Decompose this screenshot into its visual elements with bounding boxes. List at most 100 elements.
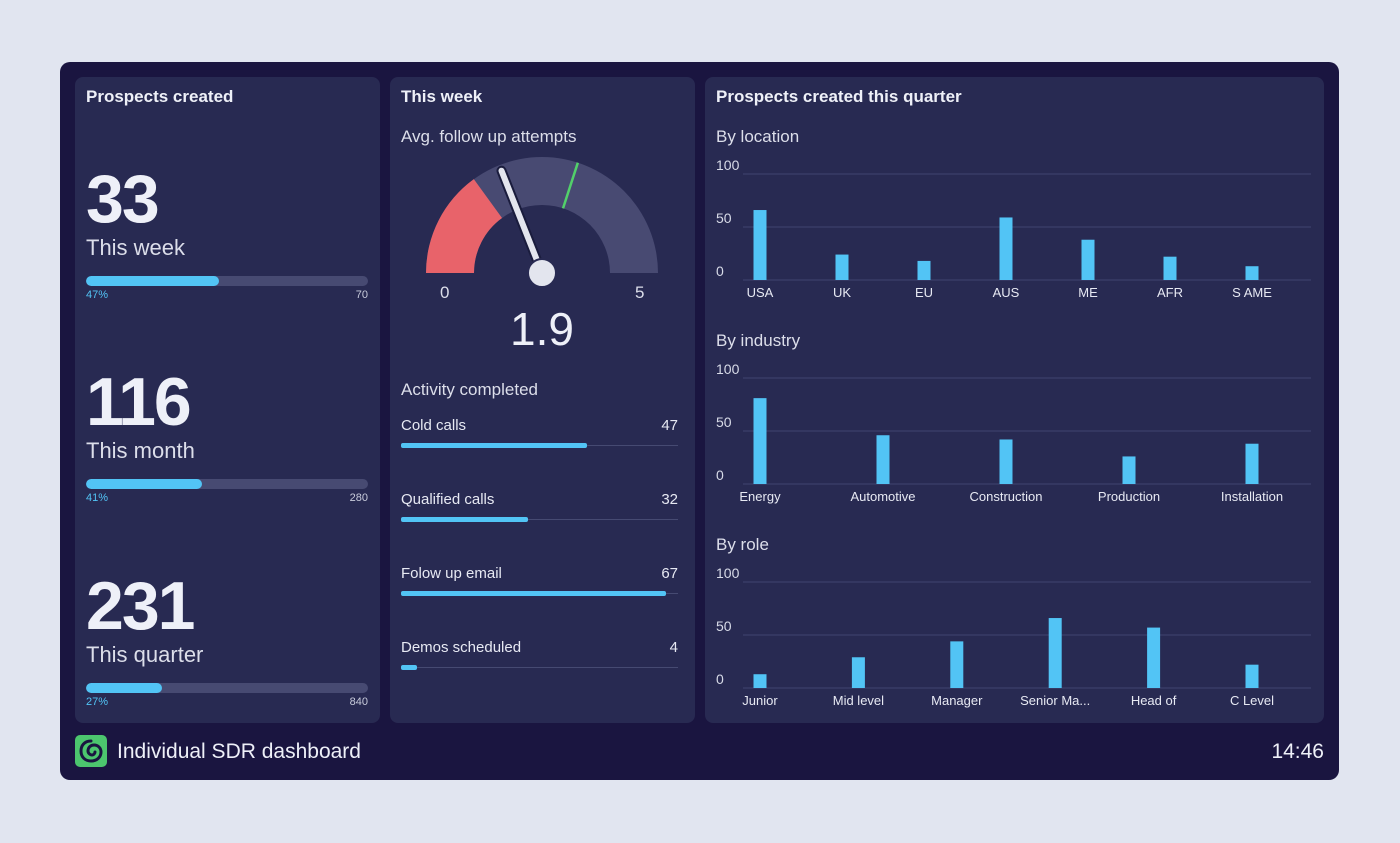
gauge-max-label: 5: [635, 283, 645, 302]
swirl-logo-icon: [79, 739, 103, 763]
bar: [1163, 256, 1177, 280]
chart-title-role: By role: [716, 535, 769, 554]
progress-max: 280: [349, 492, 368, 504]
role-bar-chart: 0 50 100 Junior Mid level Manager Senior Ma...…: [716, 565, 1311, 708]
stat-label: This month: [86, 438, 195, 463]
activity-track: [401, 519, 678, 520]
y-tick-label: 50: [716, 414, 732, 430]
activity-bar: [401, 591, 667, 596]
activity-row-qualified-calls: Qualified calls 32: [401, 491, 678, 525]
x-tick-label: USA: [747, 285, 774, 300]
x-tick-label: AFR: [1157, 285, 1183, 300]
clock: 14:46: [1271, 740, 1324, 763]
gauge-value: 1.9: [510, 303, 574, 355]
activity-track: [401, 667, 678, 668]
bar: [1147, 627, 1161, 688]
prospects-created-panel: Prospects created 33 This week 47% 70 11…: [75, 77, 380, 723]
bar: [835, 254, 849, 280]
gauge-hub: [527, 258, 557, 288]
stat-value: 33: [86, 161, 160, 237]
stat-value: 231: [86, 568, 195, 644]
bar: [851, 657, 865, 688]
bar: [753, 210, 767, 280]
quarter-charts-panel: Prospects created this quarter By locati…: [705, 77, 1324, 723]
x-tick-label: Manager: [931, 693, 983, 708]
y-tick-label: 100: [716, 157, 740, 173]
x-tick-label: Mid level: [833, 693, 884, 708]
x-tick-label: EU: [915, 285, 933, 300]
activity-label: Qualified calls: [401, 491, 495, 508]
activity-value: 32: [661, 491, 678, 508]
progress-fill: [86, 479, 202, 489]
dashboard-frame: Prospects created 33 This week 47% 70 11…: [60, 62, 1339, 780]
activity-label: Demos scheduled: [401, 639, 522, 656]
activity-bar: [401, 517, 528, 522]
y-tick-label: 0: [716, 263, 724, 279]
x-tick-label: Head of: [1131, 693, 1177, 708]
bar: [1081, 239, 1095, 280]
chart-title-industry: By industry: [716, 331, 801, 350]
gauge-track: [426, 157, 658, 273]
bar: [753, 674, 767, 688]
panel-title: Prospects created this quarter: [716, 87, 962, 106]
bar: [1122, 456, 1136, 484]
x-tick-label: ME: [1078, 285, 1098, 300]
this-week-panel: This week Avg. follow up attempts 0 5 1.…: [390, 77, 695, 723]
bar: [917, 260, 931, 280]
gauge-title: Avg. follow up attempts: [401, 127, 577, 146]
activity-value: 47: [661, 417, 678, 434]
progress-bar: [86, 683, 368, 693]
x-tick-label: Energy: [739, 489, 781, 504]
bar: [1048, 618, 1062, 688]
gauge-needle: [498, 167, 545, 276]
activity-bar: [401, 443, 587, 448]
gauge-min-label: 0: [440, 283, 450, 302]
progress-percent: 47%: [86, 289, 109, 301]
location-bar-chart: 0 50 100 USA UK EU AUS ME AFR S AME: [716, 157, 1311, 300]
progress-percent: 27%: [86, 696, 109, 708]
y-tick-label: 0: [716, 467, 724, 483]
x-tick-label: Senior Ma...: [1020, 693, 1090, 708]
progress-fill: [86, 276, 219, 286]
bar: [876, 435, 890, 484]
stat-this-quarter: 231 This quarter 27% 840: [86, 568, 368, 708]
y-tick-label: 0: [716, 671, 724, 687]
bar: [1245, 266, 1259, 280]
x-tick-label: UK: [833, 285, 851, 300]
stat-value: 116: [86, 364, 192, 440]
bar: [1245, 443, 1259, 484]
activity-bar: [401, 665, 417, 670]
bar: [999, 439, 1013, 484]
panel-title: Prospects created: [86, 87, 234, 106]
stat-label: This quarter: [86, 642, 204, 667]
activity-row-follow-up-email: Folow up email 67: [401, 565, 678, 599]
x-tick-label: Junior: [742, 693, 778, 708]
bar: [999, 217, 1013, 280]
x-tick-label: Automotive: [850, 489, 915, 504]
panel-title: This week: [401, 87, 483, 106]
follow-up-gauge: [426, 157, 658, 288]
industry-bar-chart: 0 50 100 Energy Automotive Construction Produc…: [716, 361, 1311, 504]
activity-row-demos-scheduled: Demos scheduled 4: [401, 639, 678, 673]
bar: [1245, 664, 1259, 688]
stat-this-month: 116 This month 41% 280: [86, 364, 368, 504]
dashboard-title: Individual SDR dashboard: [117, 740, 361, 763]
activity-label: Cold calls: [401, 417, 467, 434]
x-tick-label: Production: [1098, 489, 1160, 504]
y-tick-label: 50: [716, 210, 732, 226]
activity-row-cold-calls: Cold calls 47: [401, 417, 678, 451]
stat-label: This week: [86, 235, 186, 260]
x-tick-label: AUS: [993, 285, 1020, 300]
progress-fill: [86, 683, 163, 693]
activity-value: 4: [669, 639, 678, 656]
bar: [950, 641, 964, 688]
y-tick-label: 50: [716, 618, 732, 634]
y-tick-label: 100: [716, 361, 740, 377]
progress-max: 840: [349, 696, 368, 708]
progress-bar: [86, 276, 368, 286]
x-tick-label: Construction: [970, 489, 1043, 504]
gauge-target-marker: [561, 162, 580, 209]
x-tick-label: Installation: [1221, 489, 1283, 504]
x-tick-label: C Level: [1230, 693, 1274, 708]
activity-title: Activity completed: [401, 380, 538, 399]
